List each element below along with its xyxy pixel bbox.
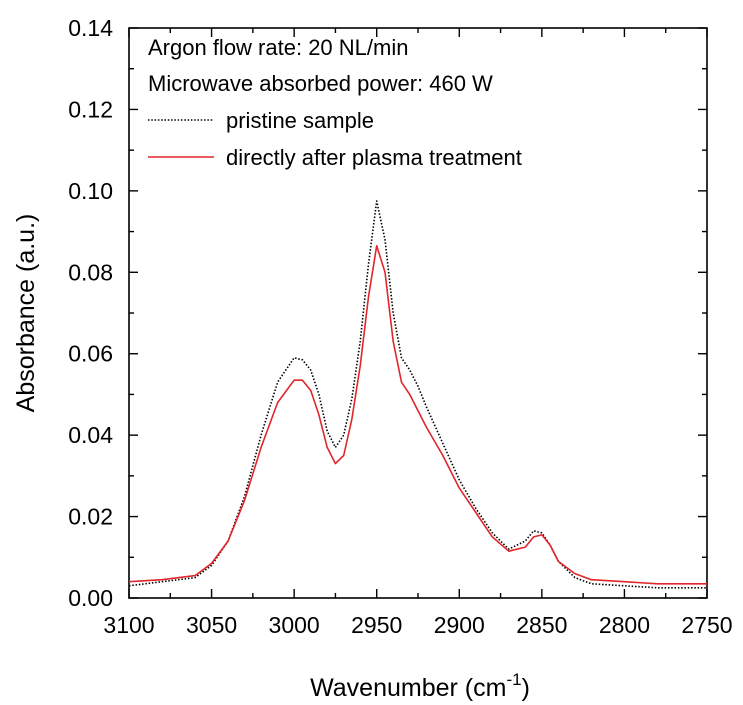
series-line-1 (128, 245, 707, 585)
y-tick-label-0.10: 0.10 (68, 178, 113, 204)
x-axis-title: Wavenumber (cm-1) (310, 670, 530, 702)
x-tick-label-2750: 2750 (681, 612, 732, 638)
annotation-microwave-power: Microwave absorbed power: 460 W (148, 71, 493, 96)
plot-frame (128, 27, 708, 599)
y-tick-label-0.12: 0.12 (68, 96, 113, 122)
x-tick-label-2950: 2950 (351, 612, 402, 638)
y-tick-label-0.06: 0.06 (68, 341, 113, 367)
y-axis-title: Absorbance (a.u.) (12, 214, 40, 413)
y-tick-label-0.02: 0.02 (68, 504, 113, 530)
x-axis-title-superscript: -1 (506, 670, 521, 689)
x-axis-ticks: 3100 3050 3000 2950 2900 2850 2800 2750 (103, 28, 733, 638)
legend: pristine sample directly after plasma tr… (148, 108, 522, 170)
x-tick-label-3000: 3000 (269, 612, 320, 638)
x-tick-label-3100: 3100 (103, 612, 154, 638)
annotation-argon-flow: Argon flow rate: 20 NL/min (148, 35, 408, 60)
x-tick-label-2900: 2900 (434, 612, 485, 638)
y-tick-label-0.08: 0.08 (68, 259, 113, 285)
series-layer (128, 200, 707, 589)
y-axis-ticks: 0.00 0.02 0.04 0.06 0.08 0.10 0.12 0.14 (68, 15, 707, 611)
x-axis-title-main: Wavenumber (cm (310, 674, 506, 702)
y-tick-label-0.00: 0.00 (68, 585, 113, 611)
series-line-0 (128, 200, 707, 589)
legend-label-plasma: directly after plasma treatment (226, 145, 522, 170)
y-tick-label-0.14: 0.14 (68, 15, 113, 41)
x-axis-title-close: ) (522, 674, 530, 702)
y-tick-label-0.04: 0.04 (68, 422, 113, 448)
x-tick-label-2850: 2850 (516, 612, 567, 638)
legend-label-pristine: pristine sample (226, 108, 374, 133)
x-tick-label-2800: 2800 (599, 612, 650, 638)
x-tick-label-3050: 3050 (186, 612, 237, 638)
